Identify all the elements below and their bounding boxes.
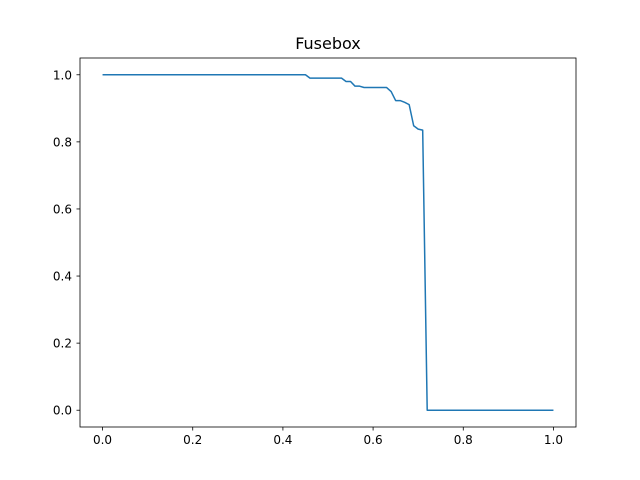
chart-title: Fusebox xyxy=(295,34,361,53)
y-tick-label-4: 0.8 xyxy=(53,135,72,149)
y-tick-label-3: 0.6 xyxy=(53,202,72,216)
x-tick-label-1: 0.2 xyxy=(183,433,202,447)
x-tick-label-3: 0.6 xyxy=(364,433,383,447)
y-tick-label-1: 0.2 xyxy=(53,337,72,351)
x-tick-label-4: 0.8 xyxy=(454,433,473,447)
y-tick-label-2: 0.4 xyxy=(53,270,72,284)
plot-area: 0.0 0.2 0.4 0.6 0.8 1.0 0.0 0.2 0.4 0.6 0.8 1.0 xyxy=(53,57,577,447)
axes-frame xyxy=(79,57,577,428)
x-tick-label-5: 1.0 xyxy=(544,433,563,447)
x-tick-label-0: 0.0 xyxy=(93,433,112,447)
x-tick-label-2: 0.4 xyxy=(273,433,292,447)
y-tick-label-0: 0.0 xyxy=(53,404,72,418)
y-tick-label-5: 1.0 xyxy=(53,68,72,82)
series-line-0 xyxy=(102,74,554,411)
